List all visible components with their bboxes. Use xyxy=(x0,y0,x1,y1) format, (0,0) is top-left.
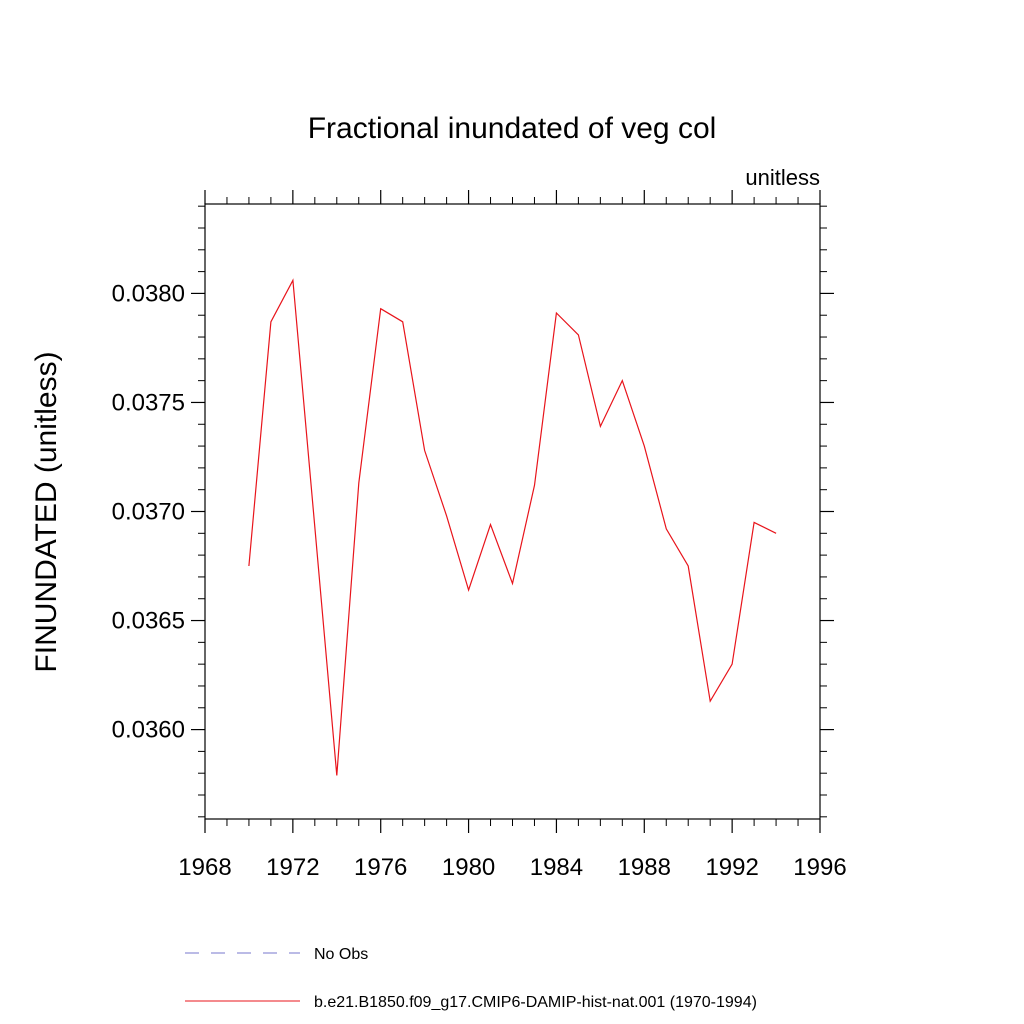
plot-frame xyxy=(204,203,821,820)
chart-subtitle: unitless xyxy=(745,165,820,190)
x-tick-label: 1996 xyxy=(793,854,846,881)
y-tick-label: 0.0360 xyxy=(112,717,185,744)
x-tick-label: 1972 xyxy=(266,854,319,881)
y-axis-label: FINUNDATED (unitless) xyxy=(30,351,63,672)
series-line-1 xyxy=(248,278,777,776)
legend: No Obs b.e21.B1850.f09_g17.CMIP6-DAMIP-hi… xyxy=(185,946,757,1011)
y-axis: 0.0360 0.0365 0.0370 0.0375 0.0380 xyxy=(112,205,834,818)
x-tick-label: 1988 xyxy=(618,854,671,881)
y-tick-label: 0.0365 xyxy=(112,608,185,635)
x-tick-label: 1984 xyxy=(530,854,583,881)
x-tick-label: 1968 xyxy=(178,854,231,881)
x-tick-label: 1980 xyxy=(442,854,495,881)
legend-label-0: No Obs xyxy=(314,946,368,963)
y-tick-label: 0.0380 xyxy=(112,280,185,307)
x-tick-label: 1992 xyxy=(705,854,758,881)
y-tick-label: 0.0370 xyxy=(112,499,185,526)
x-axis: 1968 1972 1976 1980 1984 1988 1992 1996 xyxy=(178,190,847,881)
chart-title: Fractional inundated of veg col xyxy=(308,112,717,145)
series-layer xyxy=(248,278,777,776)
y-tick-label: 0.0375 xyxy=(112,389,185,416)
x-tick-label: 1976 xyxy=(354,854,407,881)
legend-label-1: b.e21.B1850.f09_g17.CMIP6-DAMIP-hist-nat… xyxy=(314,994,757,1011)
